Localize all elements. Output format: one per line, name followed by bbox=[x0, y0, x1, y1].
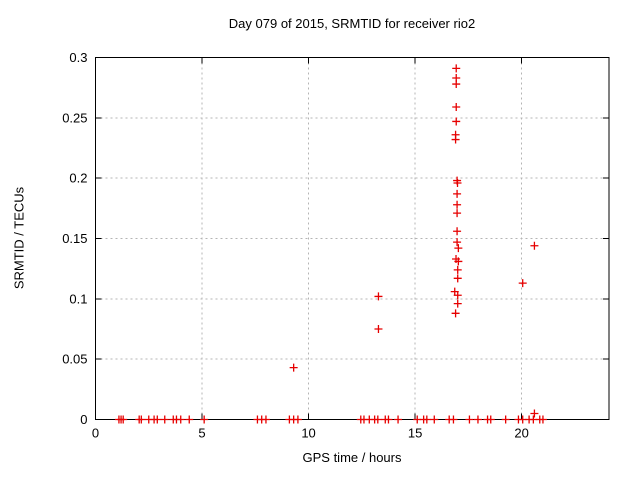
data-point-plus bbox=[384, 415, 393, 424]
data-point-plus bbox=[473, 415, 482, 424]
data-point-plus bbox=[451, 309, 460, 318]
data-point-plus bbox=[200, 415, 209, 424]
y-tick-label: 0.05 bbox=[62, 352, 87, 367]
data-point-plus bbox=[501, 415, 510, 424]
data-point-plus bbox=[452, 74, 461, 83]
data-point-plus bbox=[465, 415, 474, 424]
data-point-plus bbox=[451, 130, 460, 139]
data-point-plus bbox=[530, 241, 539, 250]
data-point-plus bbox=[261, 415, 270, 424]
data-point-plus bbox=[153, 415, 162, 424]
data-point-plus bbox=[289, 363, 298, 372]
data-point-plus bbox=[185, 415, 194, 424]
x-tick-label: 20 bbox=[514, 426, 528, 441]
data-point-plus bbox=[374, 325, 383, 333]
y-tick-label: 0.3 bbox=[69, 50, 87, 65]
y-tick-label: 0.2 bbox=[69, 171, 87, 186]
data-point-plus bbox=[452, 102, 461, 111]
data-point-plus bbox=[452, 117, 461, 126]
data-point-plus bbox=[530, 409, 539, 418]
data-point-plus bbox=[293, 415, 302, 424]
data-point-plus bbox=[449, 415, 458, 424]
data-point-plus bbox=[430, 415, 439, 424]
data-point-plus bbox=[453, 291, 462, 300]
data-point-plus bbox=[454, 257, 463, 266]
data-point-plus bbox=[453, 265, 462, 274]
data-point-plus bbox=[453, 178, 462, 187]
x-tick-label: 5 bbox=[198, 426, 205, 441]
data-point-plus bbox=[453, 299, 462, 308]
x-axis-label: GPS time / hours bbox=[302, 450, 402, 465]
y-tick-label: 0.15 bbox=[62, 231, 87, 246]
x-tick-label: 0 bbox=[92, 426, 99, 441]
data-point-plus bbox=[453, 200, 462, 209]
y-tick-label: 0.1 bbox=[69, 291, 87, 306]
data-point-plus bbox=[453, 238, 462, 247]
data-point-plus bbox=[422, 415, 431, 424]
data-point-plus bbox=[373, 415, 382, 424]
x-tick-label: 15 bbox=[408, 426, 422, 441]
data-point-plus bbox=[453, 274, 462, 283]
data-point-plus bbox=[452, 64, 461, 73]
data-point-plus bbox=[486, 415, 495, 424]
data-point-plus bbox=[453, 227, 462, 236]
chart-title: Day 079 of 2015, SRMTID for receiver rio… bbox=[228, 16, 476, 31]
data-point-plus bbox=[137, 415, 146, 424]
data-point-plus bbox=[374, 292, 383, 301]
data-point-plus bbox=[453, 189, 462, 198]
data-point-plus bbox=[176, 415, 185, 424]
data-point-plus bbox=[394, 415, 403, 424]
data-point-plus bbox=[454, 244, 463, 253]
data-point-plus bbox=[518, 279, 527, 288]
y-tick-label: 0.25 bbox=[62, 110, 87, 125]
data-point-plus bbox=[119, 415, 128, 424]
x-tick-label: 10 bbox=[301, 426, 315, 441]
data-point-plus bbox=[538, 415, 547, 424]
data-point-plus bbox=[453, 209, 462, 218]
y-tick-label: 0 bbox=[80, 412, 87, 427]
data-point-plus bbox=[160, 415, 169, 424]
